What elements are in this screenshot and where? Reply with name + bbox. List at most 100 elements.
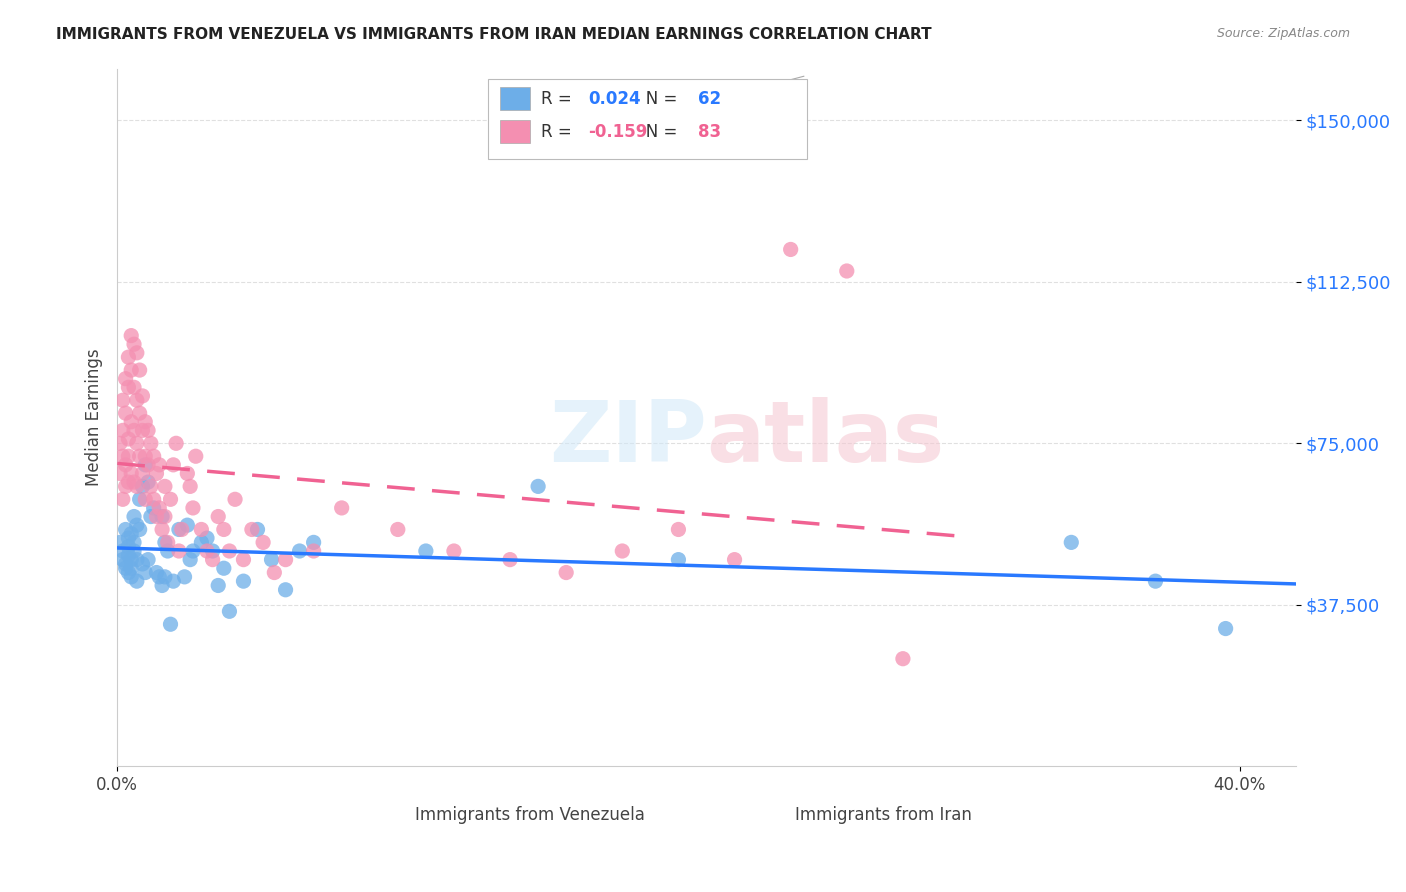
Point [125,552,148,566]
Point [148,458,170,472]
Point [117,475,139,489]
Text: Immigrants from Iran: Immigrants from Iran [794,806,972,824]
Point [668,552,690,566]
Point [122,380,145,394]
Text: R =: R = [541,123,578,141]
Point [142,449,165,463]
Point [218,604,240,618]
Point [120,570,142,584]
Point [150,523,173,537]
Text: N =: N = [630,123,682,141]
Point [288,544,311,558]
Point [153,479,176,493]
Point [224,492,246,507]
Point [195,544,218,558]
Point [128,363,150,377]
Point [179,552,201,566]
Point [139,479,162,493]
Point [122,544,145,558]
Point [120,561,142,575]
Point [111,552,134,566]
Point [190,523,212,537]
Point [131,557,153,571]
Point [134,449,156,463]
Point [108,467,131,481]
Point [153,535,176,549]
Point [114,406,136,420]
Point [117,540,139,554]
Point [125,479,148,493]
Point [131,423,153,437]
Point [139,436,162,450]
Point [153,570,176,584]
Point [173,570,195,584]
Point [128,523,150,537]
Point [134,458,156,472]
Bar [501,87,530,111]
Point [122,475,145,489]
Point [142,500,165,515]
Point [274,582,297,597]
Point [207,509,229,524]
Point [156,544,179,558]
Bar [377,805,402,824]
Point [891,651,914,665]
Point [179,479,201,493]
Point [114,561,136,575]
Point [218,544,240,558]
Point [184,449,207,463]
Point [125,346,148,360]
Bar [501,120,530,144]
Point [162,458,184,472]
Point [131,479,153,493]
Point [125,518,148,533]
Bar [735,805,762,824]
Point [181,500,204,515]
Point [111,449,134,463]
Point [136,552,159,566]
Point [150,578,173,592]
Point [555,566,578,580]
Point [120,526,142,541]
Point [156,535,179,549]
Point [170,523,193,537]
Point [128,492,150,507]
Point [150,509,173,524]
Point [153,509,176,524]
Point [120,552,142,566]
Point [120,363,142,377]
Text: -0.159: -0.159 [589,123,648,141]
Point [302,544,325,558]
Point [274,552,297,566]
Point [246,523,269,537]
Point [145,467,167,481]
Text: IMMIGRANTS FROM VENEZUELA VS IMMIGRANTS FROM IRAN MEDIAN EARNINGS CORRELATION CH: IMMIGRANTS FROM VENEZUELA VS IMMIGRANTS … [56,27,932,42]
Point [1215,622,1237,636]
Point [111,393,134,408]
Point [263,566,285,580]
Point [122,423,145,437]
Point [167,523,190,537]
Point [114,479,136,493]
Point [139,509,162,524]
Text: 83: 83 [699,123,721,141]
Text: Source: ZipAtlas.com: Source: ZipAtlas.com [1216,27,1350,40]
Point [499,552,522,566]
Point [136,458,159,472]
Point [195,531,218,545]
Point [117,380,139,394]
Point [212,523,235,537]
Point [125,436,148,450]
Point [212,561,235,575]
Point [176,467,198,481]
Point [302,535,325,549]
Point [111,544,134,558]
Point [443,544,465,558]
Text: R =: R = [541,89,578,108]
Point [120,415,142,429]
Point [134,492,156,507]
Point [232,552,254,566]
Point [415,544,437,558]
Point [201,552,224,566]
Point [136,423,159,437]
